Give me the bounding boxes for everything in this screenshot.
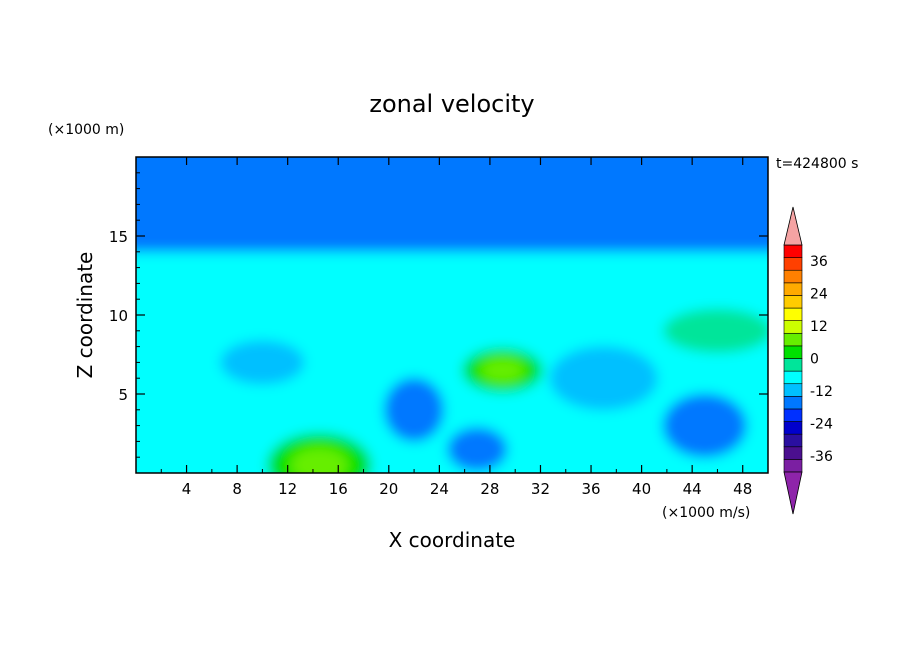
colorbar-bin [783,433,803,448]
field-feature [662,393,747,458]
colorbar-bin [783,295,803,309]
colorbar-bin [783,282,803,296]
x-tick-label: 28 [480,480,499,498]
colorbar-tick-label: 12 [810,319,828,335]
field-feature-core [480,358,525,383]
colorbar-bin [783,370,803,385]
x-tick-label: 12 [278,480,297,498]
velocity-field [136,157,768,473]
y-unit-label: (×1000 m) [48,122,124,138]
y-axis-label: Z coordinate [73,252,97,379]
field-feature [324,166,453,211]
x-tick-label: 20 [379,480,398,498]
field-feature [549,346,658,411]
colorbar-bin [783,269,803,284]
x-tick-label: 8 [232,480,242,498]
field-transition-band [136,196,768,252]
field-feature [447,427,508,472]
x-tick-label: 36 [581,480,600,498]
x-tick-label: 24 [430,480,449,498]
colorbar-tick-label: -24 [810,416,833,432]
x-axis-label: X coordinate [389,528,516,552]
y-tick-label: 10 [109,307,128,325]
colorbar-bin [783,408,803,422]
colorbar-bin [783,459,803,473]
colorbar-tick-label: 36 [810,254,828,270]
colorbar-tick-label: -12 [810,384,833,400]
field-feature-core [290,447,348,473]
colorbar-tick-label: 24 [810,287,828,303]
x-tick-label: 48 [733,480,752,498]
colorbar-bin [783,244,803,258]
colorbar-bin [783,421,803,435]
x-tick-label: 32 [531,480,550,498]
y-tick-label: 5 [118,386,128,404]
x-axis: 4 8 12 16 20 24 28 32 36 40 44 48 [160,157,752,498]
chart-title: zonal velocity [369,90,534,118]
colorbar-bin [783,396,803,410]
colorbar-bin [783,358,803,372]
colorbar-tick-label: 0 [810,352,819,368]
colorbar-over-arrow [783,206,803,246]
field-blend [136,157,768,473]
field-lower-band [136,251,768,473]
colorbar-bin [783,332,803,347]
field-feature [220,340,305,385]
colorbar-tick-label: -36 [810,449,833,465]
colorbar-unit-label: (×1000 m/s) [662,505,750,521]
colorbar-bin [783,446,803,460]
colorbar-bin [783,383,803,397]
colorbar-under-arrow [783,471,803,515]
y-tick-label: 15 [109,228,128,246]
field-feature [384,377,445,442]
x-tick-label: 44 [683,480,702,498]
colorbar-bin [783,345,803,359]
field-feature [663,308,768,353]
plot-area [136,157,768,473]
time-label: t=424800 s [776,156,858,172]
colorbar-bin [783,307,803,321]
y-axis: 5 10 15 [109,172,768,458]
colorbar-bin [783,257,803,271]
colorbar-bin [783,320,803,334]
colorbar: 36 24 12 0 -12 -24 -36 [783,206,833,515]
x-tick-label: 4 [182,480,192,498]
x-tick-label: 16 [329,480,348,498]
x-tick-label: 40 [632,480,651,498]
